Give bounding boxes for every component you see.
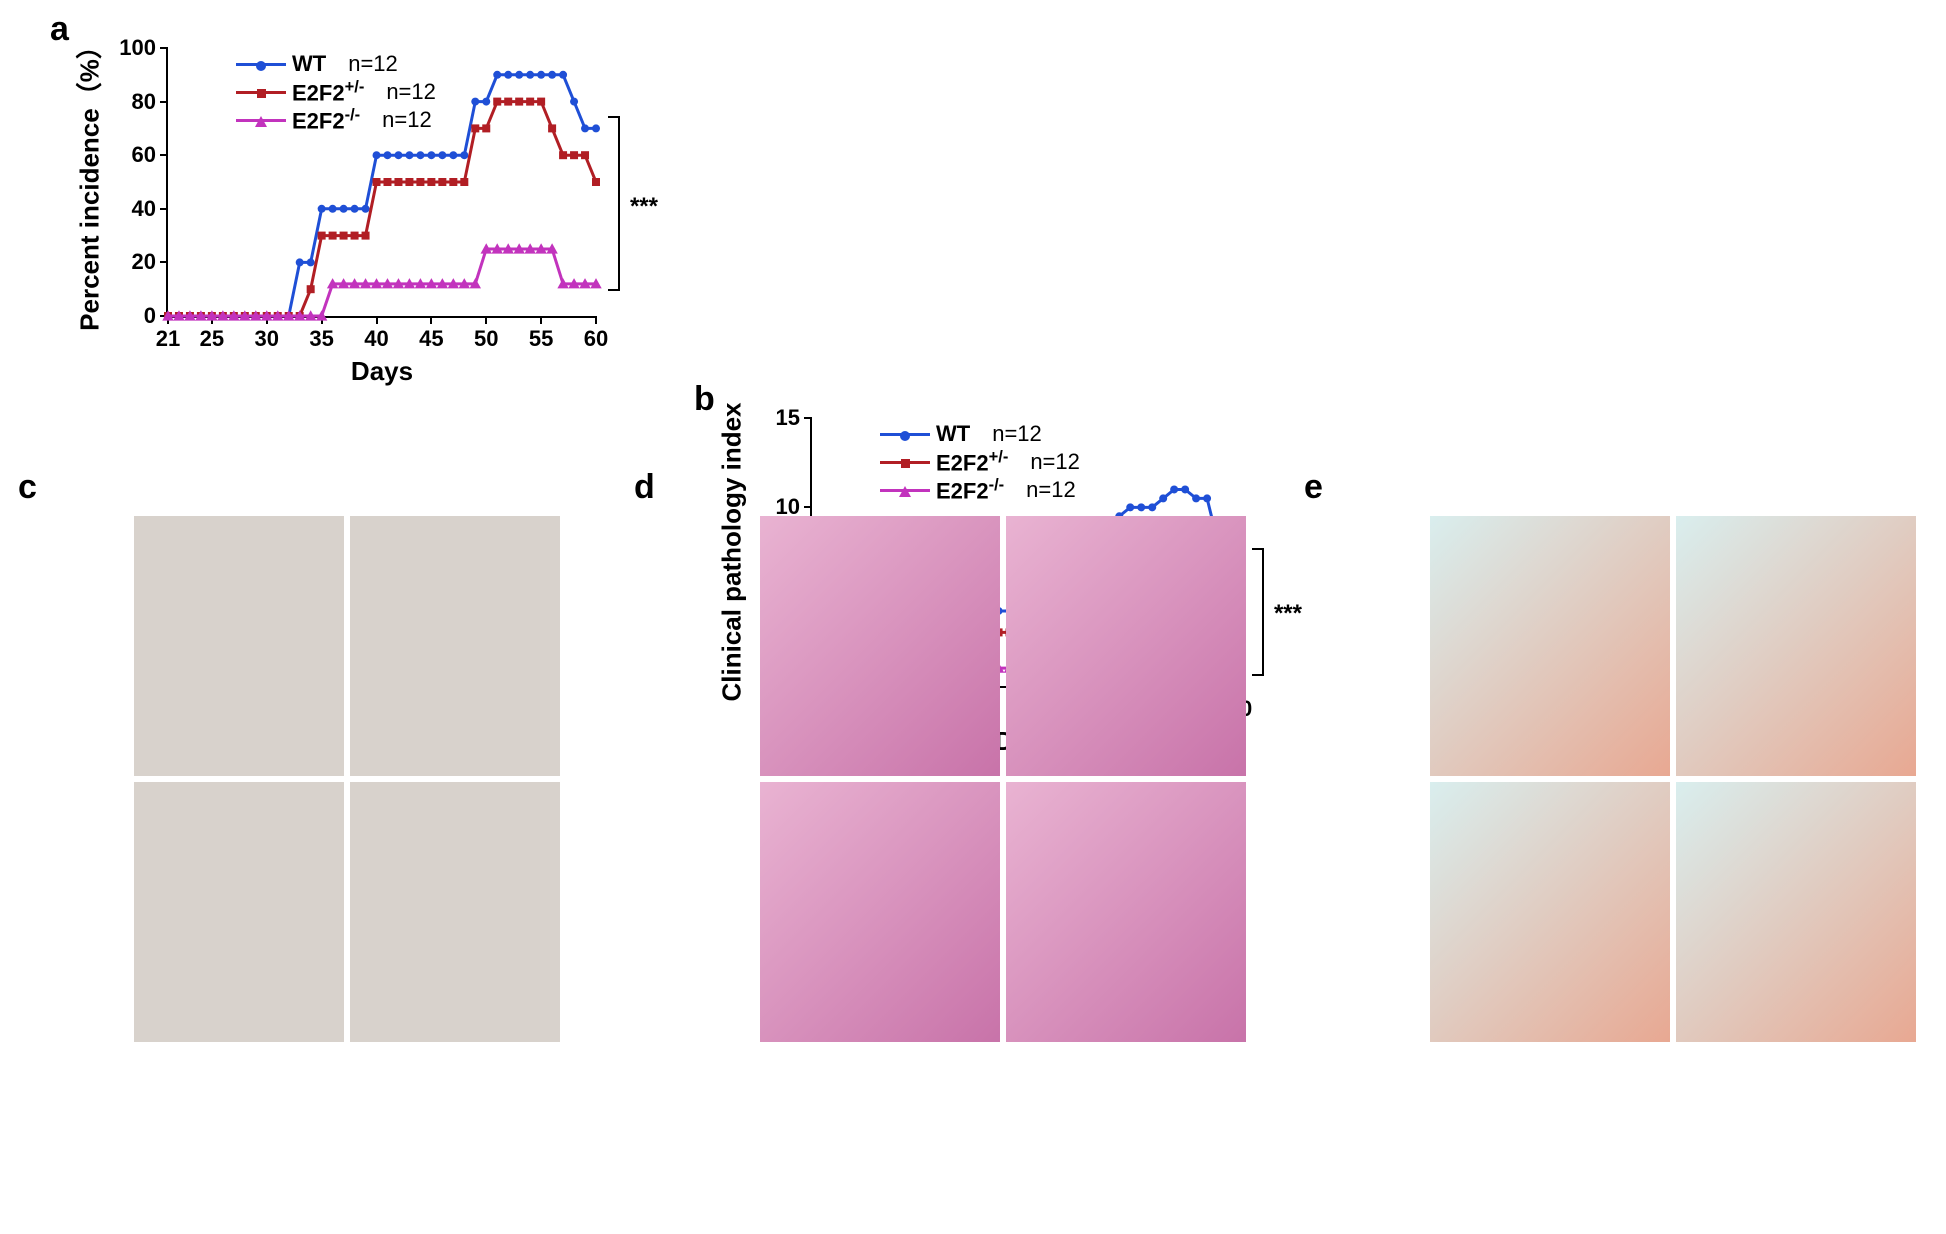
panel-c-hind-wt: WT: [350, 782, 560, 1042]
panel-b-label: b: [694, 380, 715, 419]
panel-b-sig-label: ***: [1274, 600, 1302, 628]
panel-a: a 020406080100 212530354045505560 Percen…: [56, 18, 626, 388]
panel-a-label: a: [50, 10, 69, 49]
panel-a-sig-label: ***: [630, 193, 658, 221]
panel-d-ankle-e2f2: Anklejoint: [760, 516, 1000, 776]
panel-b-ytitle: Clinical pathology index: [717, 402, 748, 701]
panel-c-label: c: [18, 468, 37, 507]
panel-c-fore-wt: [350, 516, 560, 776]
panel-d-label: d: [634, 468, 655, 507]
panel-d-ankle-wt: [1006, 516, 1246, 776]
panel-d-knee-wt: WT: [1006, 782, 1246, 1042]
panel-e-label: e: [1304, 468, 1323, 507]
panel-a-ytitle: Percent incidence（%）: [70, 33, 107, 331]
panel-b-legend: WTn=12E2F2+/-n=12E2F2-/-n=12: [880, 420, 1080, 504]
panel-d-knee-e2f2: Knee E2F2-/-: [760, 782, 1000, 1042]
panel-e-grid: Anklejoint Knee E2F2-/- WT: [1430, 516, 1916, 1042]
panel-c-grid: Forepaw Hindpaw E2F2-/- WT: [134, 516, 560, 1042]
panel-a-legend: WTn=12E2F2+/-n=12E2F2-/-n=12: [236, 50, 436, 134]
panel-e-ankle-e2f2: Anklejoint: [1430, 516, 1670, 776]
panel-c-fore-e2f2: Forepaw: [134, 516, 344, 776]
panel-e-knee-e2f2: Knee E2F2-/-: [1430, 782, 1670, 1042]
panel-b-sig-bracket: [1262, 548, 1264, 676]
panel-d-grid: Anklejoint Knee E2F2-/- WT: [760, 516, 1246, 1042]
panel-a-xtitle: Days: [351, 316, 413, 387]
panel-e-ankle-wt: [1676, 516, 1916, 776]
panel-a-sig-bracket: [618, 116, 620, 291]
panel-c-hind-e2f2: Hindpaw E2F2-/-: [134, 782, 344, 1042]
panel-e-knee-wt: WT: [1676, 782, 1916, 1042]
